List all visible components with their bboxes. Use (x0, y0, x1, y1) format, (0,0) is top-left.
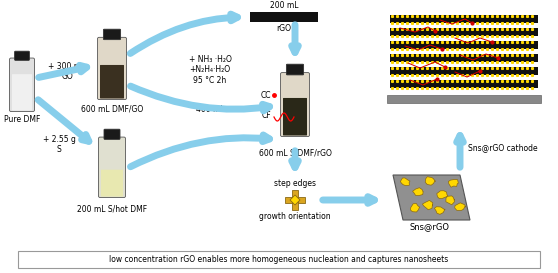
Polygon shape (290, 195, 300, 205)
FancyBboxPatch shape (98, 37, 127, 99)
Text: rGO: rGO (277, 24, 291, 33)
Polygon shape (411, 204, 420, 212)
Polygon shape (401, 178, 410, 186)
FancyBboxPatch shape (9, 58, 35, 111)
Polygon shape (393, 175, 470, 220)
Text: low concentration rGO enables more homogeneous nucleation and captures nanosheet: low concentration rGO enables more homog… (109, 255, 449, 264)
Text: 200 mL: 200 mL (270, 1, 298, 10)
FancyBboxPatch shape (99, 137, 126, 197)
Polygon shape (422, 200, 433, 210)
Bar (387, 95, 541, 103)
Bar (250, 12, 318, 22)
FancyBboxPatch shape (101, 170, 123, 197)
Polygon shape (292, 190, 298, 210)
Text: growth orientation: growth orientation (259, 212, 331, 221)
Polygon shape (425, 177, 435, 185)
FancyBboxPatch shape (100, 65, 124, 99)
FancyBboxPatch shape (104, 129, 120, 140)
Text: step edges: step edges (274, 179, 316, 188)
FancyBboxPatch shape (281, 73, 310, 136)
Polygon shape (412, 188, 423, 196)
FancyBboxPatch shape (12, 74, 32, 111)
Polygon shape (446, 196, 455, 205)
Bar (390, 28, 538, 36)
Bar (390, 41, 538, 49)
Text: Sns@rGO cathode: Sns@rGO cathode (468, 144, 537, 153)
Bar (390, 80, 538, 88)
Polygon shape (434, 207, 445, 214)
Polygon shape (285, 197, 305, 203)
Text: + 300 mg
GO: + 300 mg GO (48, 62, 86, 81)
Text: + 2.55 g
S: + 2.55 g S (42, 135, 75, 155)
Text: 600 mL S/DMF/rGO: 600 mL S/DMF/rGO (258, 148, 331, 157)
FancyBboxPatch shape (18, 251, 540, 268)
FancyBboxPatch shape (15, 51, 30, 60)
FancyBboxPatch shape (283, 98, 307, 135)
Text: Pure DMF: Pure DMF (4, 115, 40, 124)
Bar (390, 15, 538, 23)
Polygon shape (455, 203, 466, 210)
FancyBboxPatch shape (286, 64, 304, 75)
Text: Sns@rGO: Sns@rGO (410, 222, 450, 231)
Polygon shape (437, 191, 448, 198)
Text: 400 mL: 400 mL (196, 105, 224, 114)
Bar (390, 67, 538, 75)
Text: CC: CC (261, 91, 271, 99)
FancyBboxPatch shape (103, 29, 121, 40)
Text: 200 mL S/hot DMF: 200 mL S/hot DMF (77, 205, 147, 214)
Text: 600 mL DMF/GO: 600 mL DMF/GO (81, 105, 143, 114)
Bar (390, 54, 538, 62)
Text: + NH₃ ·H₂O
+N₂H₄·H₂O
95 °C 2h: + NH₃ ·H₂O +N₂H₄·H₂O 95 °C 2h (189, 55, 232, 85)
Text: CF: CF (261, 111, 271, 120)
Polygon shape (448, 179, 458, 187)
